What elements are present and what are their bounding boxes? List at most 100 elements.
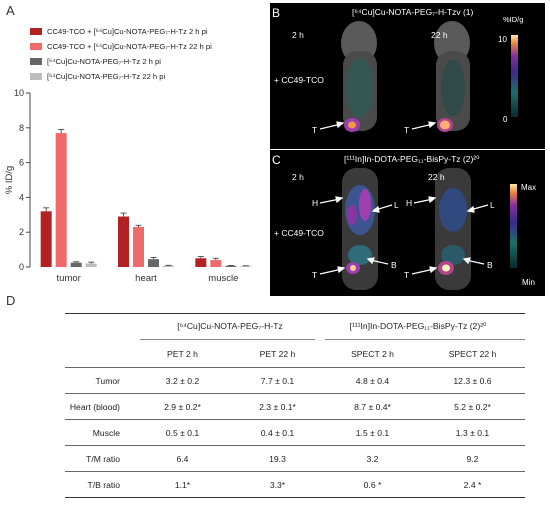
bar xyxy=(195,258,207,267)
table-rule-top xyxy=(65,313,525,314)
table-cell: 6.4 xyxy=(176,454,189,464)
table-cell: 2.4 * xyxy=(463,480,482,490)
table-cell: 5.2 ± 0.2* xyxy=(454,402,491,412)
bar xyxy=(118,216,129,267)
panel-label-c: C xyxy=(272,153,281,167)
panel-c-title: [¹¹¹In]In-DOTA-PEG₁₁-BisPy-Tz (2)²⁰ xyxy=(344,154,480,164)
table-group-header: [⁶⁴Cu]Cu-NOTA-PEG₇-H-Tz xyxy=(177,321,283,331)
condition-label: + CC49-TCO xyxy=(274,75,324,85)
table-rule-bottom xyxy=(65,497,525,498)
table-cell: 1.1* xyxy=(174,480,191,490)
mouse-image-2h xyxy=(342,168,378,290)
table-row-label: T/M ratio xyxy=(86,454,120,464)
arrow-head xyxy=(335,196,344,204)
arrow-head xyxy=(462,257,471,265)
scale-max: Max xyxy=(521,183,537,192)
panel-label-b: B xyxy=(272,6,281,20)
table-cell: 1.3 ± 0.1 xyxy=(455,428,490,438)
legend-item: CC49-TCO + [⁶⁴Cu]Cu-NOTA-PEG₇-H-Tz 22 h … xyxy=(30,42,212,51)
table-cell: 8.7 ± 0.4* xyxy=(354,402,391,412)
time-label-22h: 22 h xyxy=(428,172,445,182)
heart-marker: H xyxy=(406,198,413,208)
bar xyxy=(210,260,222,267)
table-cell: 12.3 ± 0.6 xyxy=(453,376,492,386)
table-group-rule xyxy=(325,339,525,340)
liver-marker: L xyxy=(394,200,399,210)
table-cell: 0.5 ± 0.1 xyxy=(165,428,200,438)
y-tick-label: 10 xyxy=(14,88,24,98)
legend-swatch xyxy=(30,73,42,80)
table-cell: 3.3* xyxy=(269,480,286,490)
arrow-head xyxy=(428,196,437,204)
color-scale-bar xyxy=(511,35,518,117)
table-rule xyxy=(65,367,525,368)
table-cell: 0.4 ± 0.1 xyxy=(260,428,295,438)
time-label-2h: 2 h xyxy=(292,172,304,182)
table-row-label: Heart (blood) xyxy=(69,402,120,412)
tumor-marker: T xyxy=(312,125,318,135)
legend-item: [⁶⁴Cu]Cu-NOTA-PEG₇-H-Tz 2 h pi xyxy=(30,57,161,66)
table-row-label: Muscle xyxy=(92,428,120,438)
bar xyxy=(85,263,97,267)
legend-item: [⁶⁴Cu]Cu-NOTA-PEG₇-H-Tz 22 h pi xyxy=(30,72,165,81)
spect-images xyxy=(319,168,517,290)
table-group-rule xyxy=(140,339,315,340)
legend-label: [⁶⁴Cu]Cu-NOTA-PEG₇-H-Tz 2 h pi xyxy=(47,57,161,66)
arrow-head xyxy=(366,257,375,265)
bar xyxy=(55,133,67,267)
heart-marker: H xyxy=(312,198,319,208)
liver-marker: L xyxy=(490,200,495,210)
arrow-head xyxy=(337,266,346,274)
panel-label-d: D xyxy=(6,293,16,308)
table-row-label: Tumor xyxy=(95,376,120,386)
scale-unit: %ID/g xyxy=(503,15,524,24)
bar-chart: 0 2 4 6 8 10 % ID/g tumor heart muscle xyxy=(4,88,252,284)
arrow-head xyxy=(336,121,345,129)
bladder-marker: B xyxy=(487,260,493,270)
table-cell: 3.2 ± 0.2 xyxy=(165,376,200,386)
bar xyxy=(133,226,144,267)
legend-label: CC49-TCO + [⁶⁴Cu]Cu-NOTA-PEG₇-H-Tz 22 h … xyxy=(47,42,212,51)
arrow-head xyxy=(466,205,475,213)
legend-swatch xyxy=(30,28,42,35)
panel-label-a: A xyxy=(6,3,15,18)
time-label-2h: 2 h xyxy=(292,30,304,40)
bar xyxy=(40,211,52,267)
mouse-image-2h xyxy=(341,21,377,132)
table-cell: 19.3 xyxy=(269,454,286,464)
mouse-image-22h xyxy=(434,21,470,132)
imaging-panel-b: B [⁶⁴Cu]Cu-NOTA-PEG₇-H-Tzv (1) 2 h 22 h … xyxy=(270,3,545,149)
panel-b-title: [⁶⁴Cu]Cu-NOTA-PEG₇-H-Tzv (1) xyxy=(352,7,474,17)
legend-label: [⁶⁴Cu]Cu-NOTA-PEG₇-H-Tz 22 h pi xyxy=(47,72,166,81)
condition-label: + CC49-TCO xyxy=(274,228,324,238)
table-group-header: [¹¹¹In]In-DOTA-PEG₁₁-BisPy-Tz (2)²⁰ xyxy=(349,321,487,331)
arrow-head xyxy=(428,121,437,129)
table-cell: 2.9 ± 0.2* xyxy=(164,402,201,412)
bladder-marker: B xyxy=(391,260,397,270)
table-rule xyxy=(65,445,525,446)
bar xyxy=(70,262,82,267)
legend-item: CC49-TCO + [⁶⁴Cu]Cu-NOTA-PEG₇-H-Tz 2 h p… xyxy=(30,27,208,36)
x-tick-label: muscle xyxy=(208,273,238,284)
arrow-head xyxy=(429,266,438,274)
scale-max: 10 xyxy=(498,35,507,44)
y-tick-label: 0 xyxy=(19,262,24,272)
tumor-marker: T xyxy=(404,270,410,280)
tumor-marker: T xyxy=(404,125,410,135)
bar xyxy=(163,265,174,267)
scale-min: Min xyxy=(522,278,535,287)
y-axis-label: % ID/g xyxy=(4,166,15,195)
table-rule xyxy=(65,419,525,420)
bar xyxy=(148,259,159,267)
y-tick-label: 2 xyxy=(19,227,24,237)
table-cell: 9.2 xyxy=(466,454,479,464)
bar xyxy=(225,265,237,267)
mouse-image-22h xyxy=(435,168,471,290)
table-column-header: SPECT 2 h xyxy=(351,349,394,359)
legend-label: CC49-TCO + [⁶⁴Cu]Cu-NOTA-PEG₇-H-Tz 2 h p… xyxy=(47,27,208,36)
tumor-marker: T xyxy=(312,270,318,280)
arrow-head xyxy=(371,205,380,213)
imaging-panel-c: C [¹¹¹In]In-DOTA-PEG₁₁-BisPy-Tz (2)²⁰ 2 … xyxy=(270,150,545,296)
scale-min: 0 xyxy=(503,115,508,124)
legend-swatch xyxy=(30,58,42,65)
